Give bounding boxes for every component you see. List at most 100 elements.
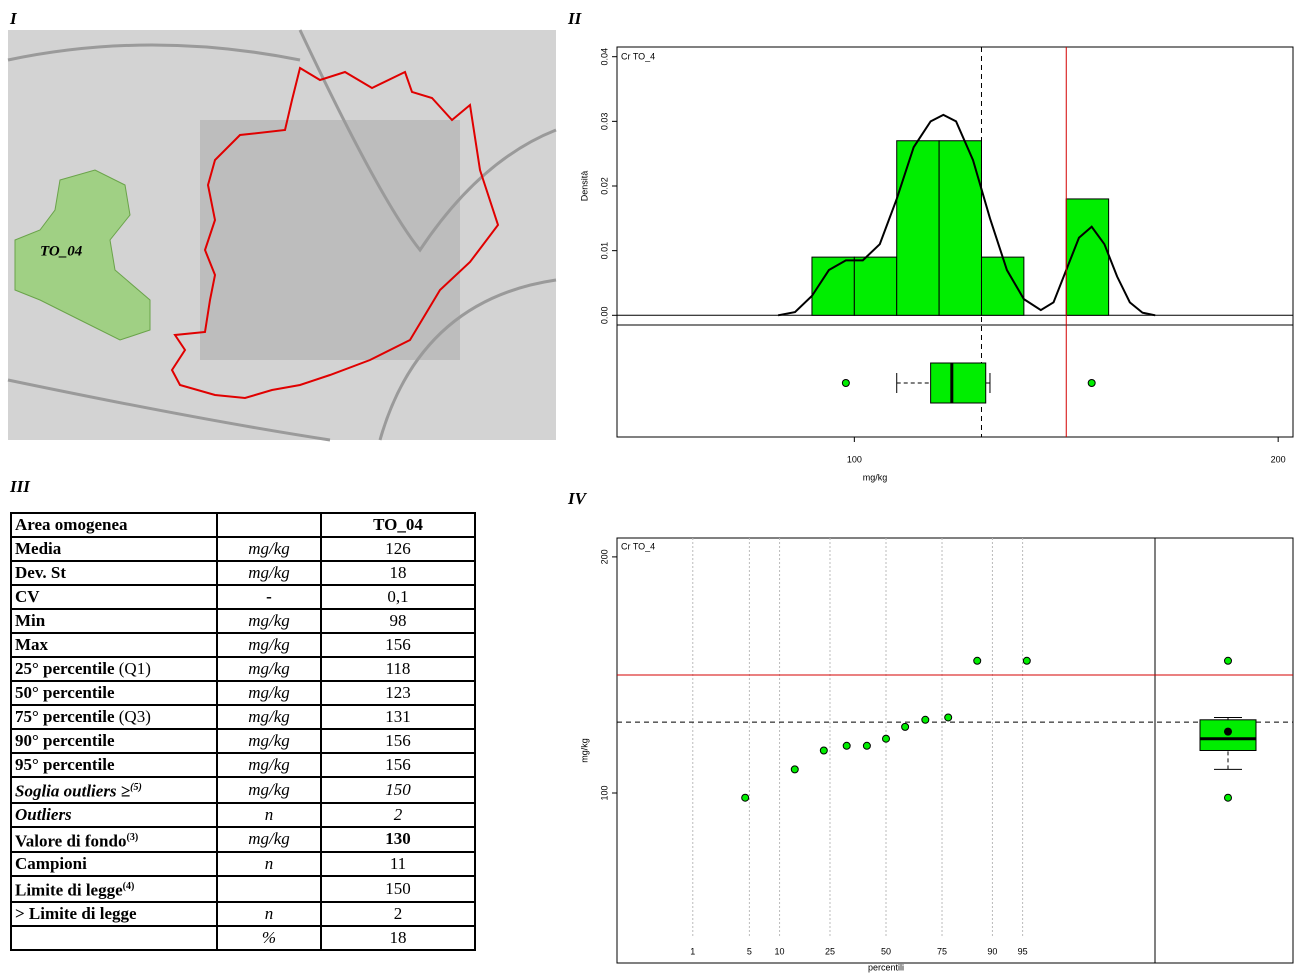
y-tick-label: 100 <box>599 785 609 800</box>
x-tick-label: 95 <box>1018 946 1028 956</box>
label-text: Limite di legge <box>15 881 123 900</box>
table-row: Valore di fondo(3)mg/kg130 <box>11 827 475 853</box>
unit: n <box>217 902 321 926</box>
panel-label: IV <box>567 489 588 508</box>
label-text: 75° percentile <box>15 707 115 726</box>
unit <box>217 513 321 537</box>
value: 156 <box>321 753 475 777</box>
bar <box>981 257 1023 315</box>
value: 0,1 <box>321 585 475 609</box>
value: 150 <box>321 777 475 803</box>
row-label: Valore di fondo(3) <box>11 827 217 853</box>
label-text: Outliers <box>15 805 72 824</box>
value: 2 <box>321 902 475 926</box>
value: 156 <box>321 633 475 657</box>
label-note: (Q3) <box>119 707 151 726</box>
unit: mg/kg <box>217 827 321 853</box>
unit: mg/kg <box>217 681 321 705</box>
value: 18 <box>321 926 475 950</box>
label-text: Dev. St <box>15 563 66 582</box>
label-text: 90° percentile <box>15 731 115 750</box>
map: TO_04 <box>8 30 556 440</box>
point <box>791 766 798 773</box>
value: 130 <box>321 827 475 853</box>
unit <box>217 876 321 902</box>
point <box>883 735 890 742</box>
x-tick-label: 200 <box>1271 454 1286 464</box>
value: 118 <box>321 657 475 681</box>
y-tick-label: 0.04 <box>599 48 609 66</box>
row-label: Campioni <box>11 852 217 876</box>
value: 156 <box>321 729 475 753</box>
row-label: Min <box>11 609 217 633</box>
unit: mg/kg <box>217 753 321 777</box>
point <box>945 714 952 721</box>
label-text: Min <box>15 611 45 630</box>
label-text: Soglia outliers ≥ <box>15 782 130 801</box>
row-label: Dev. St <box>11 561 217 585</box>
row-label: 90° percentile <box>11 729 217 753</box>
row-label: 95° percentile <box>11 753 217 777</box>
point <box>974 657 981 664</box>
value: 98 <box>321 609 475 633</box>
label-text: Media <box>15 539 61 558</box>
x-tick-label: 50 <box>881 946 891 956</box>
y-tick-label: 0.02 <box>599 177 609 195</box>
y-tick-label: 0.03 <box>599 113 609 131</box>
plot-frame <box>617 538 1293 963</box>
panel-label: III <box>9 477 31 496</box>
value: 18 <box>321 561 475 585</box>
y-axis-label: mg/kg <box>579 738 589 763</box>
value: 131 <box>321 705 475 729</box>
table-row: 25° percentile (Q1)mg/kg118 <box>11 657 475 681</box>
y-tick-label: 0.01 <box>599 242 609 260</box>
label-text: 95° percentile <box>15 755 115 774</box>
value: 11 <box>321 852 475 876</box>
label-note: (Q1) <box>119 659 151 678</box>
unit: % <box>217 926 321 950</box>
x-axis-label: percentili <box>868 962 904 972</box>
value: 150 <box>321 876 475 902</box>
value: 126 <box>321 537 475 561</box>
panel-label: I <box>9 9 18 28</box>
row-label: Max <box>11 633 217 657</box>
unit: mg/kg <box>217 657 321 681</box>
outlier <box>1088 380 1095 387</box>
row-label: Area omogenea <box>11 513 217 537</box>
row-label: 75° percentile (Q3) <box>11 705 217 729</box>
value: TO_04 <box>321 513 475 537</box>
y-tick-label: 0.00 <box>599 307 609 325</box>
point <box>1023 657 1030 664</box>
outlier <box>1225 657 1232 664</box>
outlier <box>1225 794 1232 801</box>
row-label: 25° percentile (Q1) <box>11 657 217 681</box>
y-axis-label: Densità <box>579 171 589 202</box>
label-text: > Limite di legge <box>15 904 137 923</box>
label-text: Valore di fondo <box>15 831 126 850</box>
label-sup: (4) <box>123 881 135 892</box>
unit: n <box>217 803 321 827</box>
table-row: Soglia outliers ≥(5)mg/kg150 <box>11 777 475 803</box>
point <box>922 716 929 723</box>
point <box>742 794 749 801</box>
table-row: Minmg/kg98 <box>11 609 475 633</box>
label-text: 50° percentile <box>15 683 115 702</box>
row-label: > Limite di legge <box>11 902 217 926</box>
outlier <box>842 380 849 387</box>
unit: - <box>217 585 321 609</box>
x-tick-label: 25 <box>825 946 835 956</box>
unit: mg/kg <box>217 777 321 803</box>
row-label: Soglia outliers ≥(5) <box>11 777 217 803</box>
x-tick-label: 10 <box>775 946 785 956</box>
bar <box>897 141 939 316</box>
table-row: Area omogenea TO_04 <box>11 513 475 537</box>
label-sup: (5) <box>130 782 142 793</box>
unit: n <box>217 852 321 876</box>
table-row: CV-0,1 <box>11 585 475 609</box>
label-text: Campioni <box>15 854 87 873</box>
